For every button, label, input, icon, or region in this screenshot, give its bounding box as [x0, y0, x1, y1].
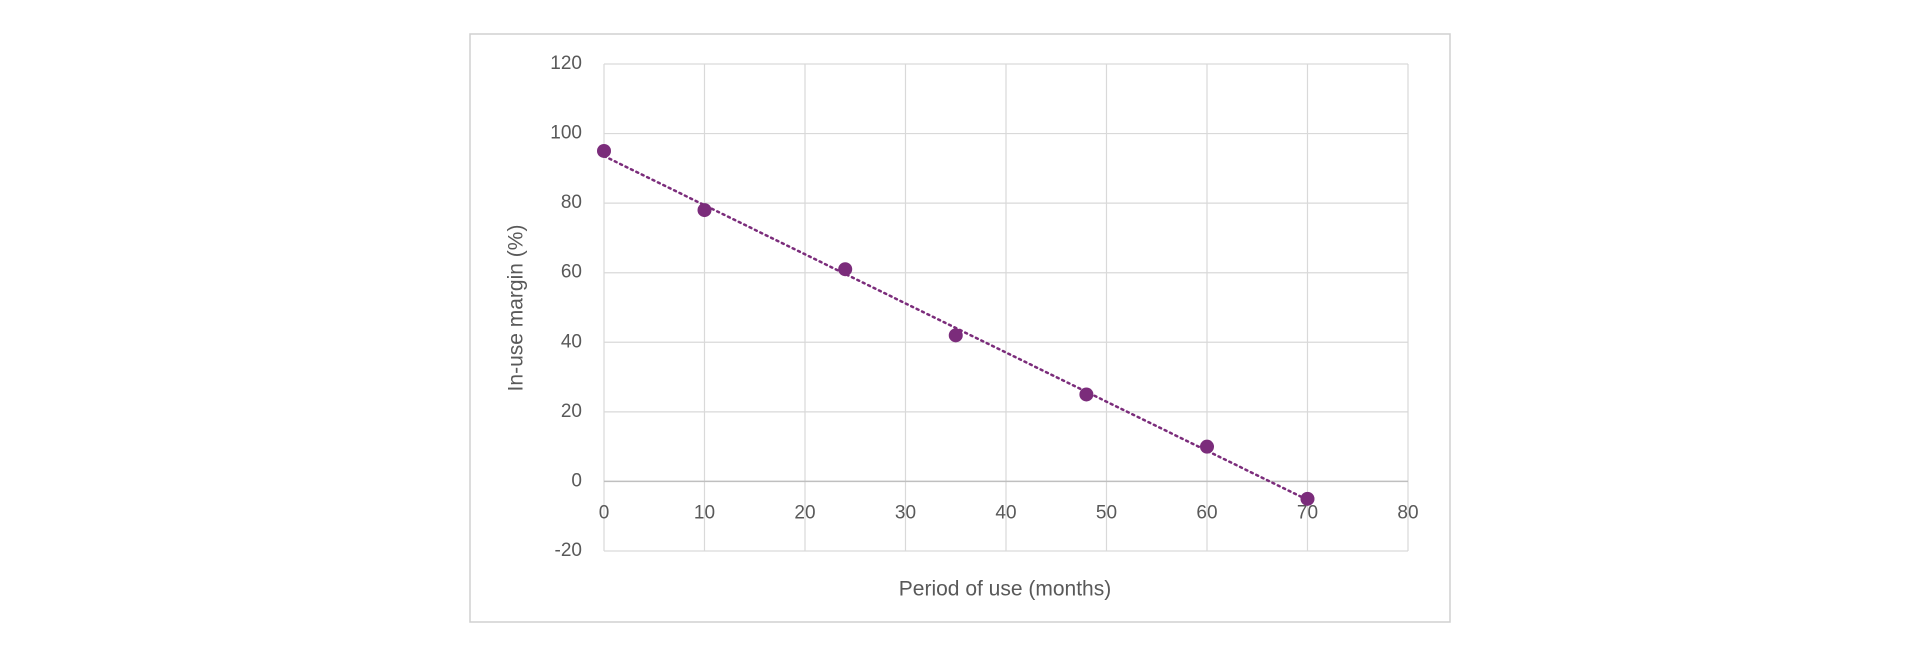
x-axis-label: Period of use (months) [899, 578, 1111, 601]
chart-frame [469, 33, 1451, 623]
point [838, 262, 853, 277]
y-tick-label: -20 [555, 540, 582, 561]
point [1300, 491, 1315, 506]
point [948, 328, 963, 343]
point [1079, 387, 1094, 402]
y-tick-label: 0 [571, 470, 582, 491]
x-tick-label: 40 [995, 502, 1016, 523]
y-axis-label: In-use margin (%) [505, 225, 528, 392]
x-tick-label: 50 [1096, 502, 1117, 523]
y-tick-label: 20 [561, 401, 582, 422]
point [1200, 439, 1214, 454]
y-tick-label: 60 [561, 262, 582, 283]
y-tick-label: 80 [561, 192, 582, 213]
x-tick-label: 70 [1297, 502, 1318, 523]
x-tick-label: 30 [895, 502, 916, 523]
y-tick-label: 120 [550, 53, 582, 74]
x-tick-label: 10 [694, 502, 715, 523]
y-tick-label: 100 [550, 123, 582, 144]
y-tick-label: 40 [561, 331, 582, 352]
x-tick-label: 80 [1397, 502, 1418, 523]
trendline [602, 154, 1309, 502]
x-tick-label: 60 [1196, 502, 1217, 523]
point [597, 143, 611, 158]
x-tick-label: 0 [599, 502, 610, 523]
x-tick-label: 20 [794, 502, 815, 523]
point [697, 203, 712, 218]
